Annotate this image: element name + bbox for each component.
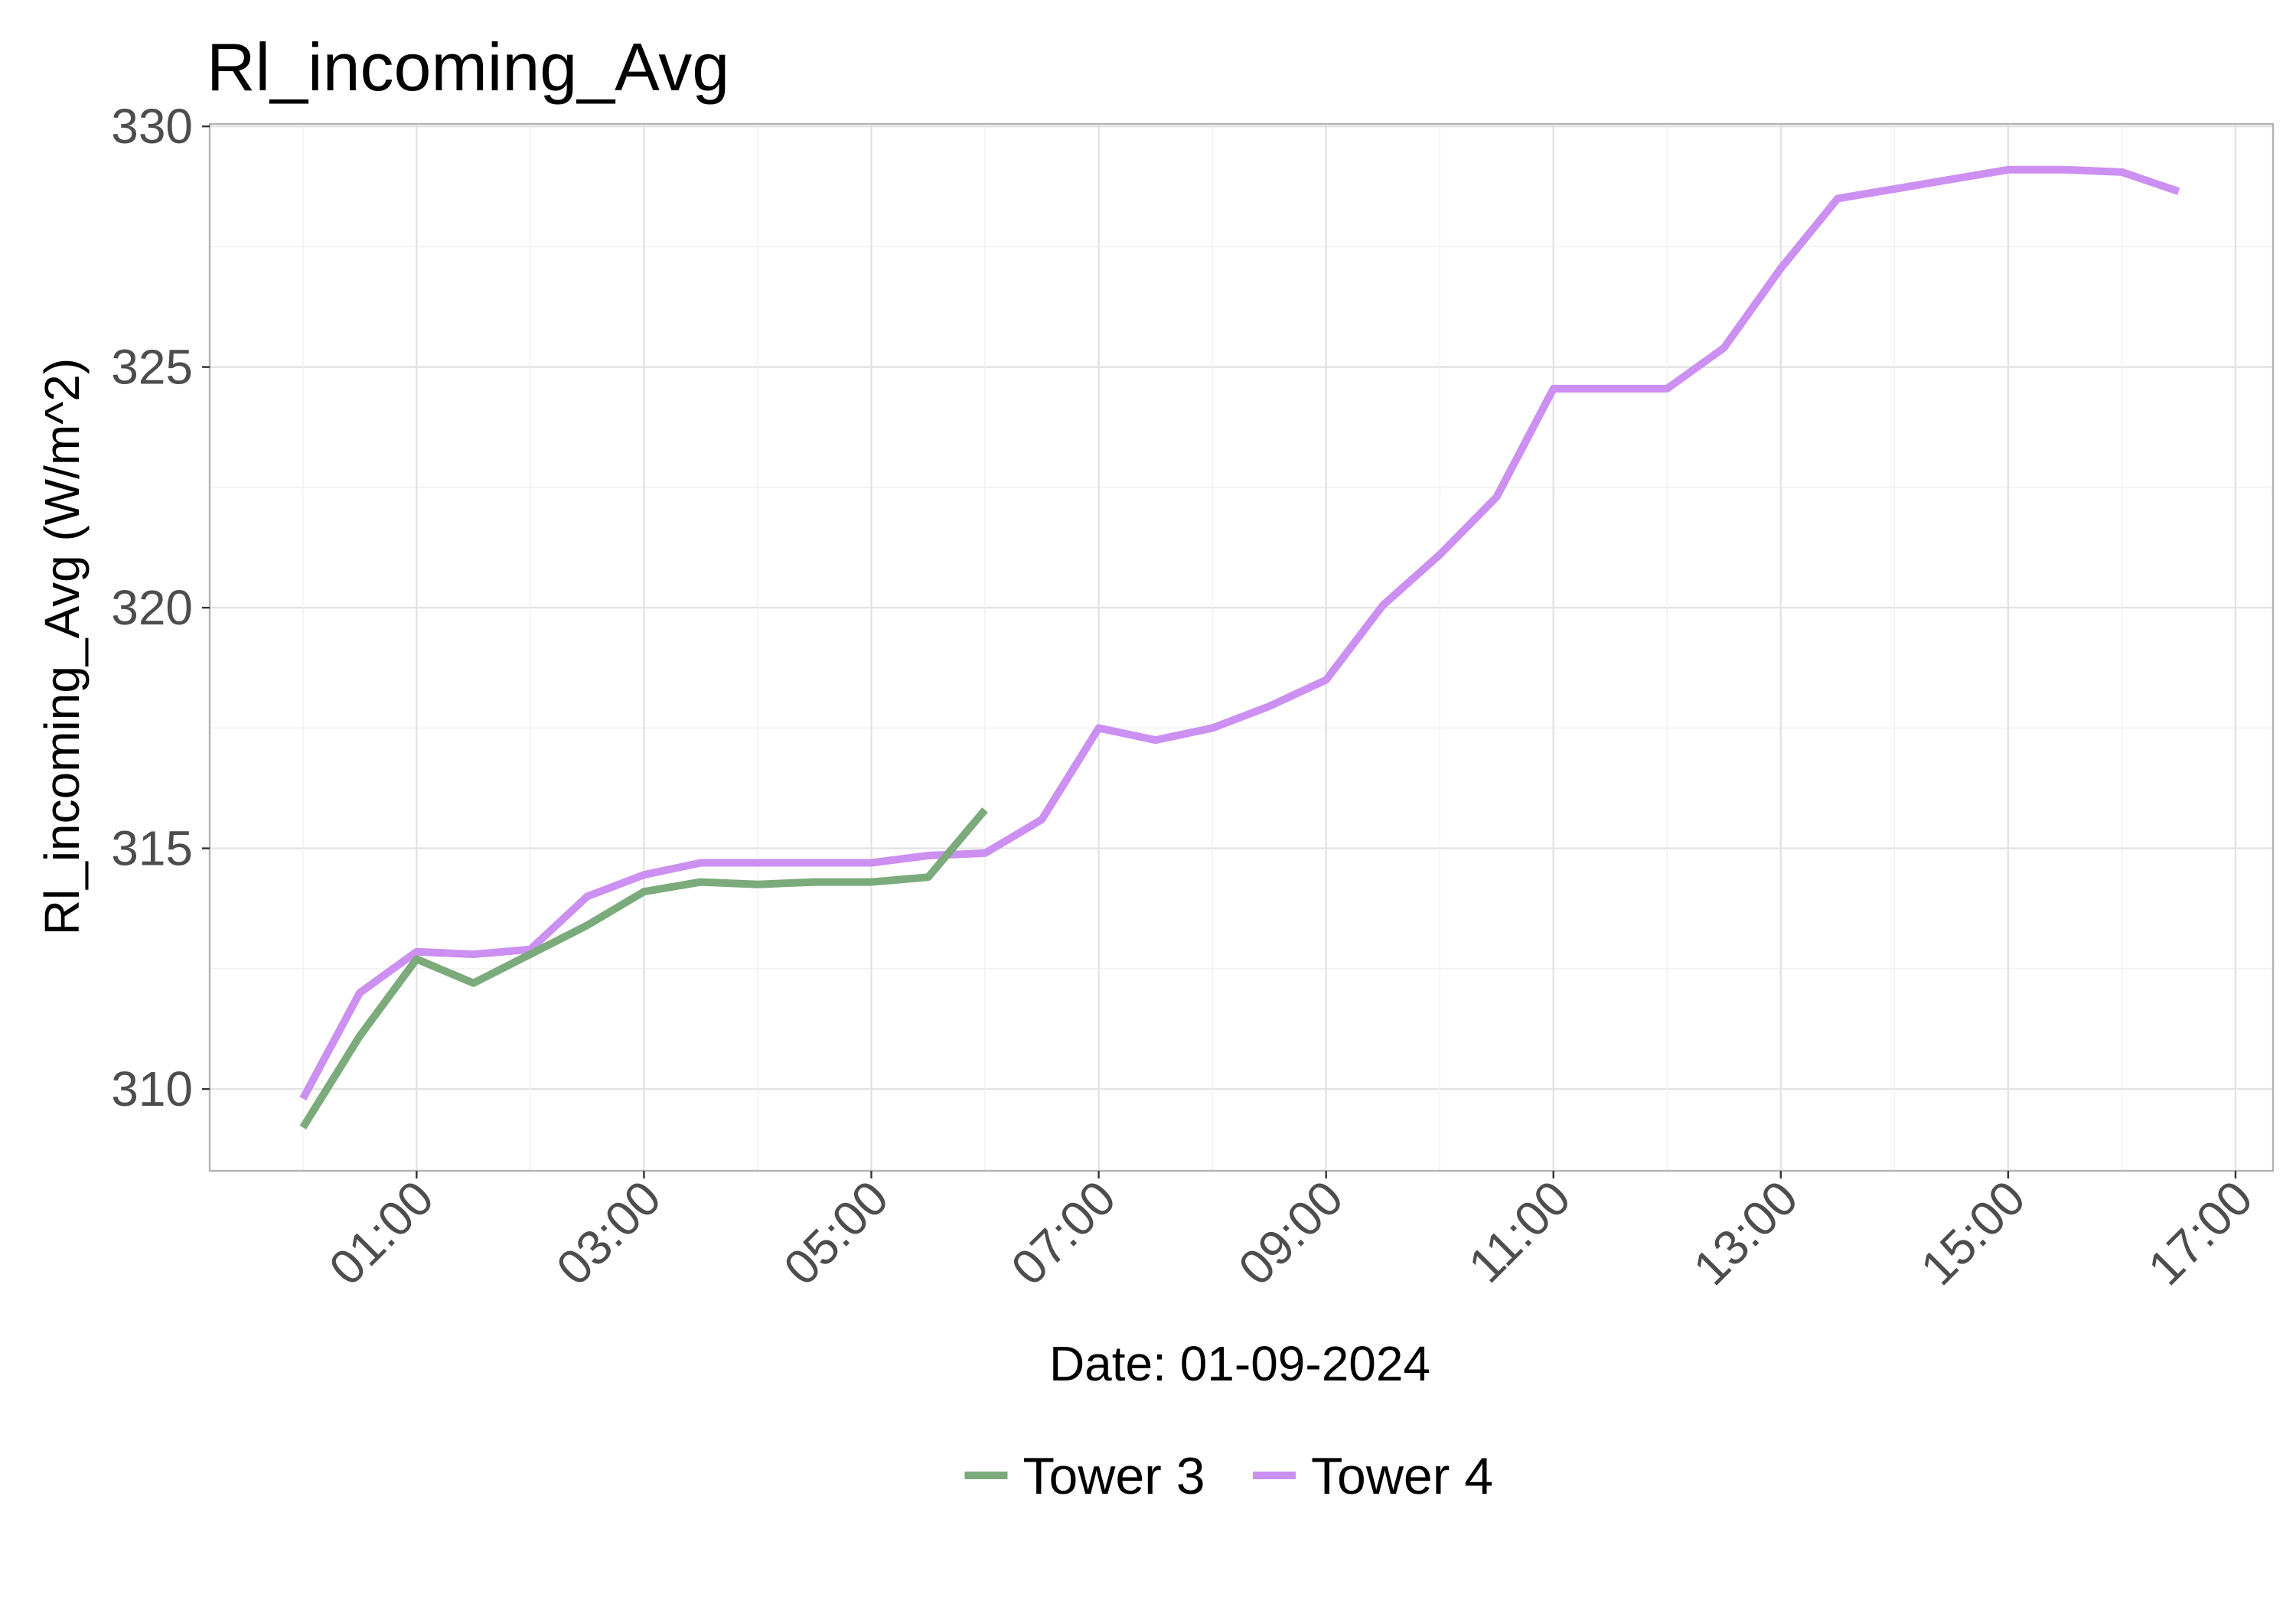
x-axis: 01:00 03:00 05:00 07:00 09:00 11:00 13:00 15:00… [318,1170,2263,1296]
chart-title: Rl_incoming_Avg [207,29,729,105]
series-lines [299,165,2180,1130]
x-axis-title: Date: 01-09-2024 [1049,1336,1430,1391]
x-tick-label: 01:00 [318,1170,444,1296]
y-tick-label: 320 [111,580,193,635]
x-tick-label: 09:00 [1228,1170,1353,1296]
plot-grid [210,124,2273,1171]
series-line-tower-4 [299,165,2180,1101]
y-tick-label: 330 [111,99,193,154]
legend-label-tower-3: Tower 3 [1022,1447,1205,1505]
x-tick-label: 07:00 [1000,1170,1126,1296]
legend-label-tower-4: Tower 4 [1311,1447,1493,1505]
x-tick-label: 13:00 [1683,1170,1808,1296]
x-tick-label: 15:00 [1910,1170,2036,1296]
x-tick-label: 05:00 [773,1170,899,1296]
y-tick-label: 310 [111,1061,193,1116]
y-tick-label: 315 [111,821,193,876]
series-line-tower-3 [299,807,988,1130]
x-tick-label: 17:00 [2138,1170,2263,1296]
plot-panel [208,122,2275,1172]
y-axis: 310 315 320 325 330 [111,99,210,1116]
y-tick-label: 325 [111,340,193,395]
x-tick-label: 03:00 [546,1170,671,1296]
y-axis-title: Rl_incoming_Avg (W/m^2) [34,358,90,935]
x-tick-label: 11:00 [1458,1170,1581,1293]
legend: Tower 3 Tower 4 [964,1447,1493,1505]
